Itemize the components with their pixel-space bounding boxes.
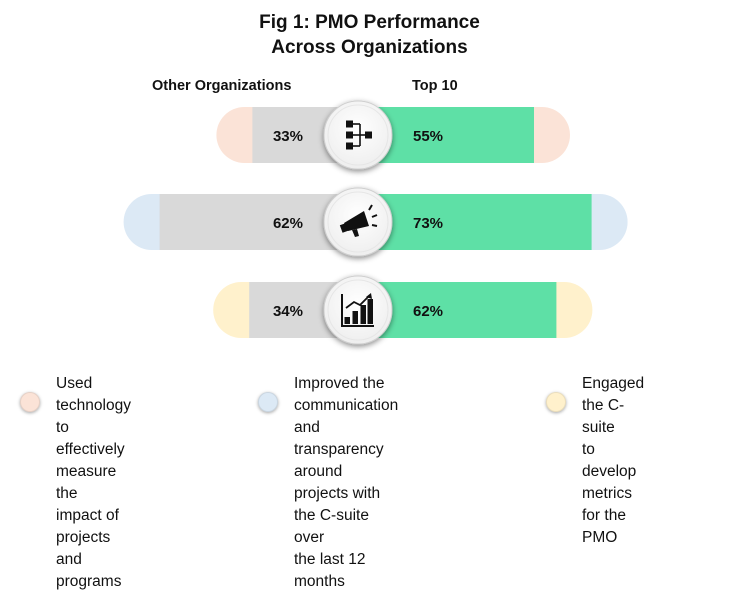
legend-line: projects with the C-suite over <box>294 485 381 546</box>
value-label-top10: 62% <box>413 303 443 320</box>
title-line-2: Across Organizations <box>271 37 468 58</box>
chart-canvas: 33% 55% 62% 73% 34% 62% <box>123 100 628 345</box>
legend-line: effectively measure the <box>56 441 125 502</box>
legend-line: impact of projects and <box>56 507 119 568</box>
chart-row: 34% 62% <box>213 275 593 345</box>
series-header-top10: Top 10 <box>412 78 458 94</box>
legend-text-metrics: Engaged the C-suite to develop metrics f… <box>582 373 644 549</box>
bar-chart-icon <box>341 293 374 327</box>
value-label-other: 34% <box>273 303 303 320</box>
title-line-1: Fig 1: PMO Performance <box>259 12 480 33</box>
legend-dot-technology <box>20 392 40 412</box>
series-header-other: Other Organizations <box>152 78 292 94</box>
legend-text-technology: Used technology to effectively measure t… <box>56 373 131 593</box>
chart-title: Fig 1: PMO Performance Across Organizati… <box>0 10 739 60</box>
bar-top10 <box>358 194 592 250</box>
megaphone-icon <box>339 204 378 237</box>
value-label-top10: 73% <box>413 215 443 232</box>
legend-line: the last 12 months <box>294 551 366 590</box>
legend-dot-communication <box>258 392 278 412</box>
legend-dot-metrics <box>546 392 566 412</box>
value-label-other: 33% <box>273 128 303 145</box>
legend-line: and transparency around <box>294 419 384 480</box>
legend-line: Used technology to <box>56 375 131 436</box>
value-label-top10: 55% <box>413 128 443 145</box>
icon-circle <box>323 275 393 345</box>
legend-line: programs <box>56 573 122 590</box>
legend-line: to develop metrics <box>582 441 637 502</box>
chart-row: 33% 55% <box>216 100 570 170</box>
legend-line: Engaged the C-suite <box>582 375 645 436</box>
chart-row: 62% 73% <box>123 187 628 257</box>
value-label-other: 62% <box>273 215 303 232</box>
legend-line: Improved the communication <box>294 375 399 414</box>
hierarchy-icon <box>346 120 372 150</box>
bars-layer: 33% 55% 62% 73% 34% 62% <box>123 100 628 345</box>
legend-line: for the PMO <box>582 507 626 546</box>
legend-text-communication: Improved the communication and transpare… <box>294 373 398 593</box>
